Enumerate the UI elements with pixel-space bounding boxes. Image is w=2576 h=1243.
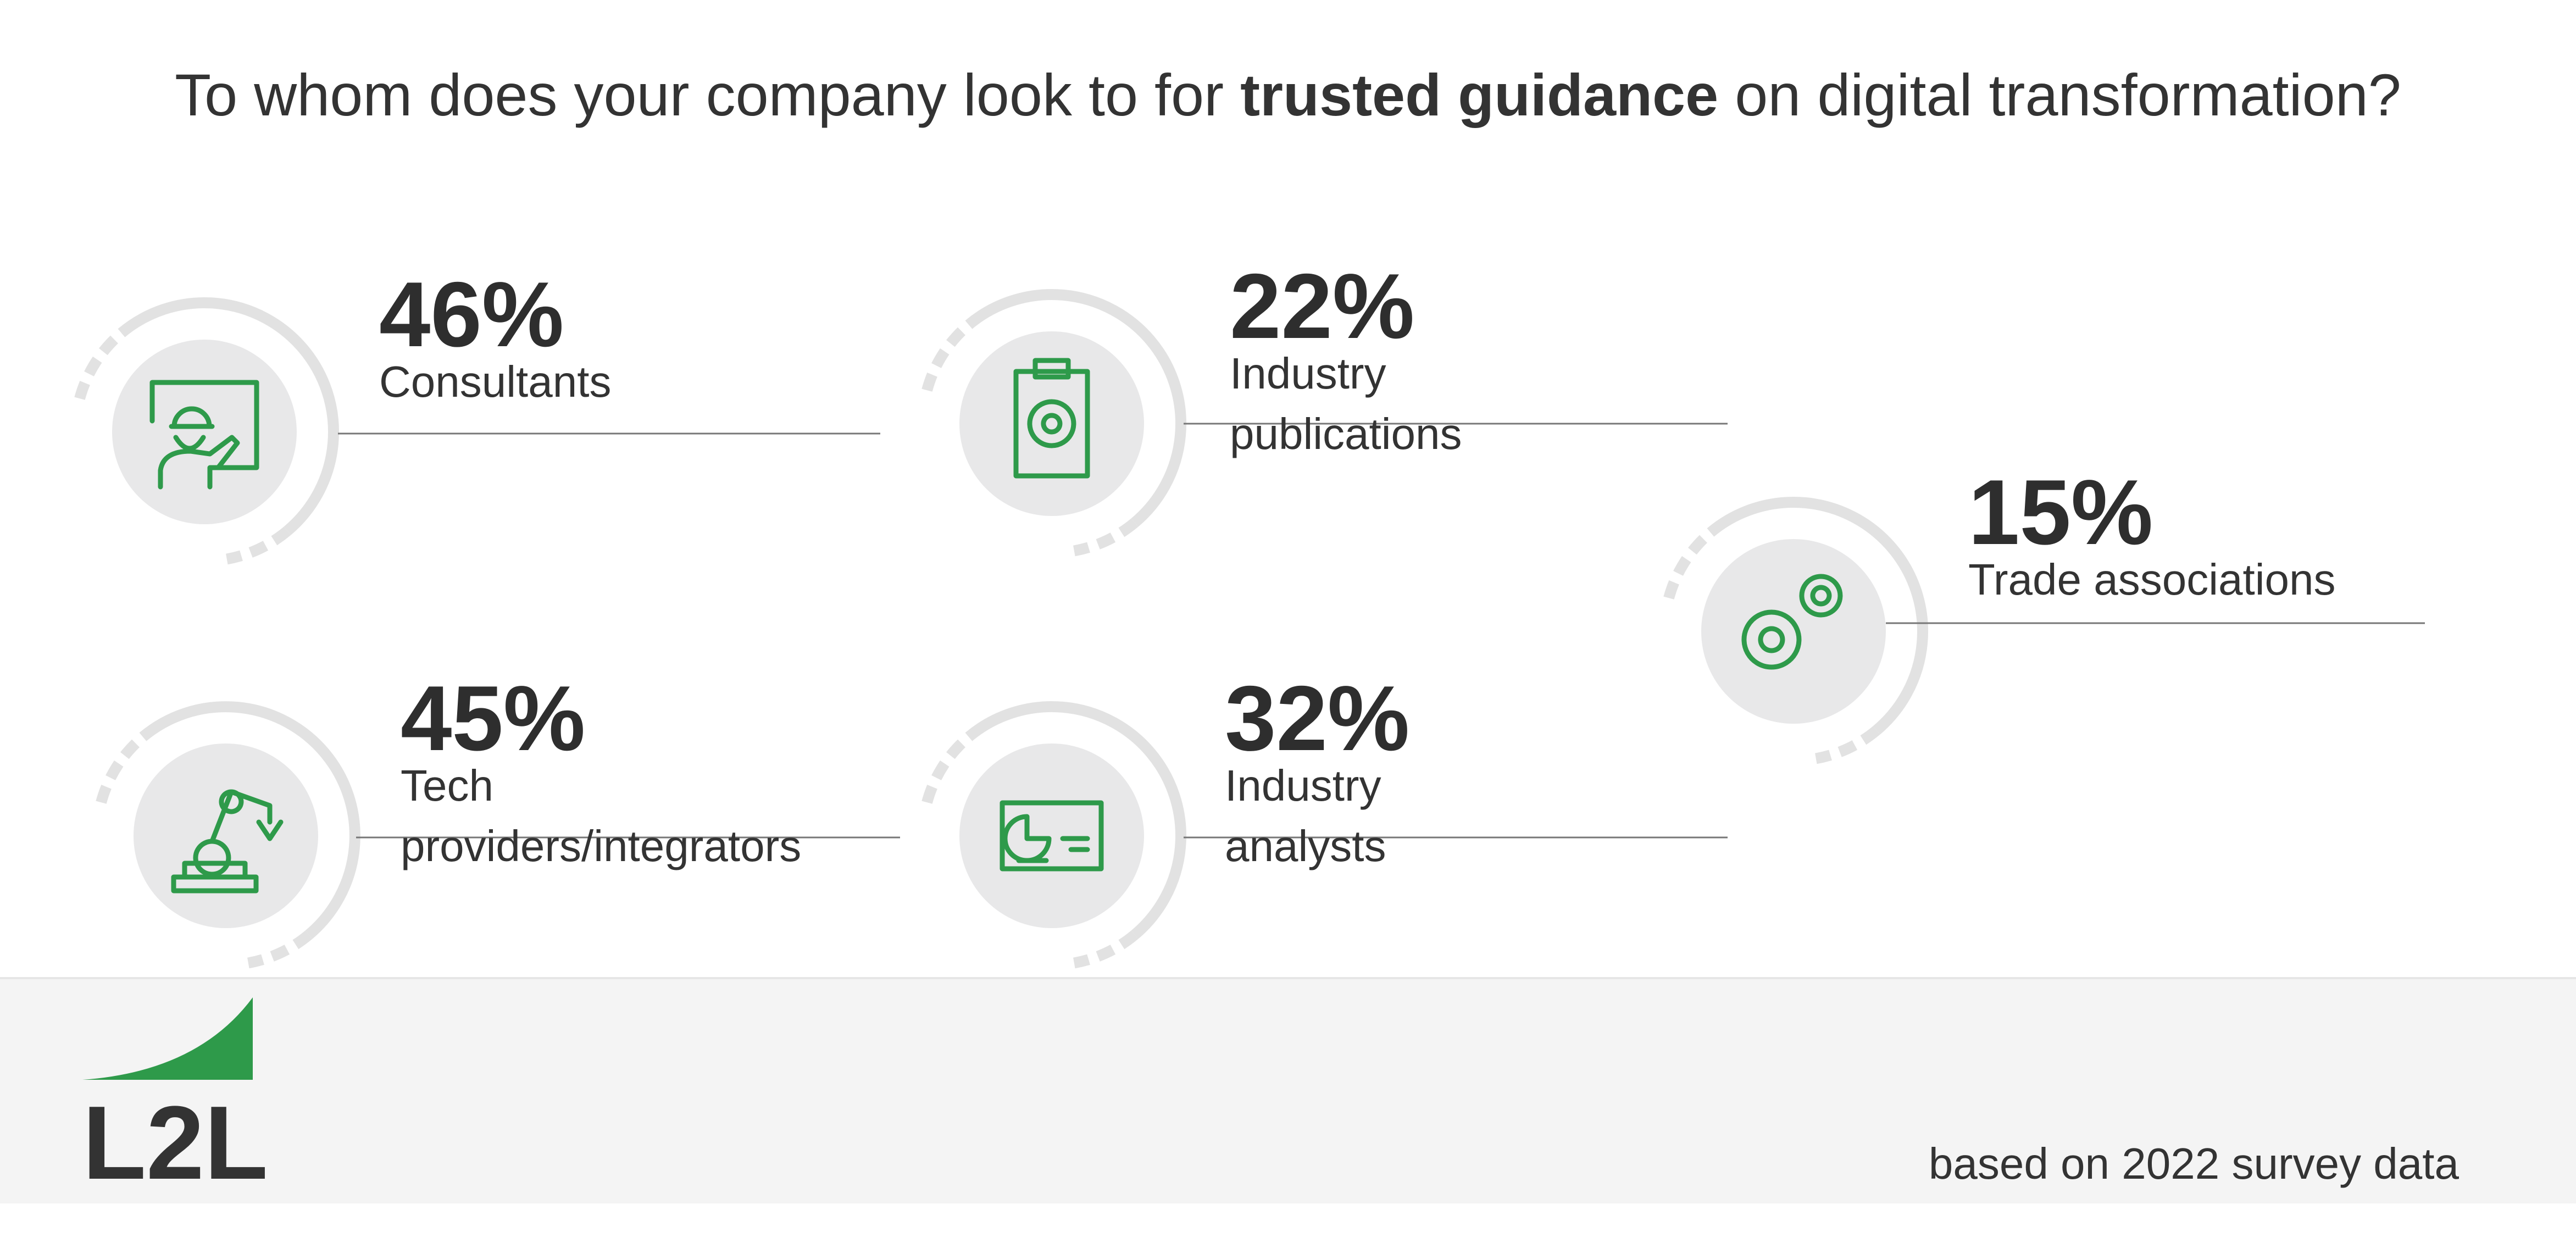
progress-arc-dashes [1814,726,1880,764]
icon [149,380,259,490]
progress-arc [1707,497,1928,735]
label: Industry [1230,349,1386,398]
title-text: on digital transformation? [1718,62,2401,128]
item: 15%Trade associations [1663,460,2425,764]
icon [171,789,284,894]
progress-arc-dashes [1663,528,1714,600]
title: To whom does your company look to for tr… [175,62,2401,128]
icon [1741,574,1843,670]
label: Industry [1225,761,1381,810]
title-emphasis: trusted guidance [1240,62,1718,128]
progress-arc-dashes [1073,518,1139,557]
label: analysts [1225,822,1386,870]
percent: 45% [401,667,585,770]
icon [1000,800,1104,872]
label: providers/integrators [401,822,801,870]
progress-arc [965,289,1186,527]
progress-arc-dashes [225,526,291,565]
progress-arc-dashes [1073,930,1139,969]
label: publications [1230,409,1462,458]
percent: 32% [1225,667,1409,770]
icon-circle [112,340,297,524]
icon-circle [134,743,318,928]
percent: 46% [379,263,564,366]
icon-circle [959,743,1144,928]
percent: 22% [1230,254,1414,358]
progress-arc-dashes [96,733,147,804]
progress-arc [965,701,1186,939]
label: Tech [401,761,493,810]
item: 22%Industry publications [921,254,1728,557]
icon-circle [959,331,1144,516]
item: 45%Tech providers/integrators [96,667,900,969]
label: Consultants [379,357,611,406]
item: 46%Consultants [74,263,880,565]
title-text: To whom does your company look to for [175,62,1240,128]
logo-mark [82,997,253,1080]
item: 32%Industry analysts [921,667,1728,969]
progress-arc-dashes [921,733,973,804]
items: 46%Consultants22%Industrypublications15%… [74,254,2425,969]
logo-text: L2L [82,1085,268,1201]
footer-band [0,978,2576,1203]
progress-arc-dashes [247,930,313,969]
percent: 15% [1968,460,2153,564]
label: Trade associations [1968,555,2335,604]
progress-arc [118,297,339,535]
footnote: based on 2022 survey data [1929,1139,2460,1188]
progress-arc-dashes [921,320,973,392]
progress-arc [139,701,360,939]
progress-arc-dashes [74,329,125,400]
icon-circle [1701,539,1886,724]
icon [1013,358,1090,479]
